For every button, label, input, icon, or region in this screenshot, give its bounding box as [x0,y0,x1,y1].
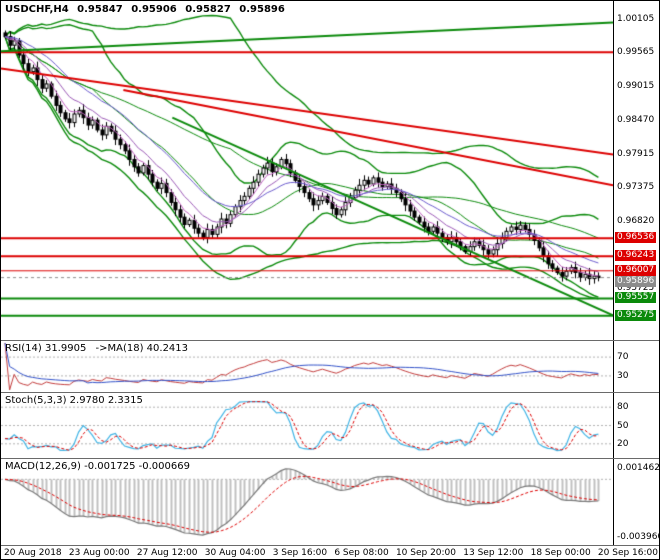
macd-axis-top-label: 0.001462 [617,463,660,473]
stochastic-panel: Stoch(5,3,3) 2.9780 2.3315 80 50 20 [1,393,659,459]
macd-panel: MACD(12,26,9) -0.001725 -0.000669 0.0014… [1,459,660,546]
stochastic-axis: 80 50 20 [613,393,659,458]
price-badge: 0.96243 [615,250,657,262]
price-axis-label: 0.97375 [617,181,655,192]
macd-label: MACD(12,26,9) -0.001725 -0.000669 [5,461,196,472]
time-axis-label: 20 Aug 2018 [4,548,62,558]
price-axis-label: 0.99565 [617,47,655,58]
time-axis-label: 27 Aug 12:00 [136,548,198,558]
time-axis-label: 6 Sep 08:00 [334,548,389,558]
price-badge: 0.96007 [615,264,657,276]
stochastic-level-label: 80 [617,402,629,413]
rsi-axis: 70 30 [613,341,659,392]
price-axis-label: 1.00105 [617,14,655,25]
time-axis-label: 3 Sep 16:00 [272,548,328,558]
high-value: 0.95906 [131,4,177,15]
chart-title: USDCHF,H4 0.95847 0.95906 0.95827 0.9589… [5,4,290,15]
price-axis: 1.00105 0.99565 0.99015 0.98470 0.97915 0.973… [613,1,659,340]
macd-value-label: MACD(12,26,9) -0.001725 -0.000669 [5,461,190,472]
rsi-ma-value-label: ->MA(18) 40.2413 [95,343,189,354]
price-axis-label: 0.96820 [617,215,655,226]
time-axis-label: 30 Aug 04:00 [204,548,266,558]
price-badge: 0.96536 [615,232,657,244]
stochastic-label: Stoch(5,3,3) 2.9780 2.3315 [5,395,149,406]
time-axis-label: 10 Sep 20:00 [395,548,457,558]
price-axis-label: 0.98470 [617,114,655,125]
price-badge: 0.95557 [615,292,657,304]
rsi-value-label: RSI(14) 31.9905 [5,343,87,354]
rsi-level-label: 70 [617,352,629,363]
price-axis-label: 0.99015 [617,81,655,92]
time-axis: 20 Aug 2018 23 Aug 00:00 27 Aug 12:00 30 Au… [1,546,659,559]
rsi-panel: RSI(14) 31.9905 ->MA(18) 40.2413 70 30 [1,341,659,393]
price-chart-canvas[interactable] [1,1,613,340]
stochastic-canvas[interactable] [1,393,613,458]
rsi-level-label: 30 [617,370,629,381]
macd-axis-bottom-label: -0.003960 [617,532,660,542]
stochastic-value-label: Stoch(5,3,3) 2.9780 2.3315 [5,395,143,406]
low-value: 0.95827 [185,4,231,15]
price-axis-label: 0.95725 [617,283,655,294]
time-axis-label: 18 Sep 00:00 [530,548,591,558]
time-axis-label: 20 Sep 16:00 [597,548,658,558]
rsi-label: RSI(14) 31.9905 ->MA(18) 40.2413 [5,343,194,354]
open-value: 0.95847 [77,4,123,15]
stochastic-level-label: 50 [617,420,629,431]
stochastic-level-label: 20 [617,438,629,449]
time-axis-label: 23 Aug 00:00 [68,548,130,558]
symbol-timeframe: USDCHF,H4 [5,4,69,15]
price-badge: 0.95275 [615,309,657,321]
price-badge: 0.95896 [615,275,657,287]
price-axis-label: 0.97915 [617,148,655,159]
rsi-canvas[interactable] [1,341,613,392]
price-chart-panel: USDCHF,H4 0.95847 0.95906 0.95827 0.9589… [1,1,659,341]
time-axis-label: 13 Sep 12:00 [463,548,524,558]
macd-axis: 0.001462 -0.003960 [613,459,660,545]
close-value: 0.95896 [239,4,285,15]
macd-canvas[interactable] [1,459,613,545]
